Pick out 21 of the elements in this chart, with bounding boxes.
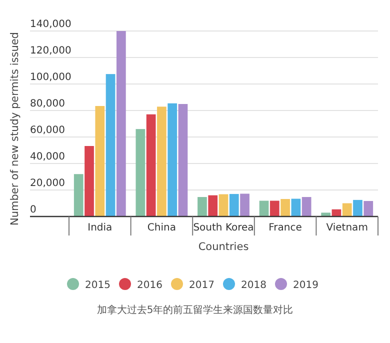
x-tick-label: Vietnam xyxy=(326,222,368,234)
x-tick-label: France xyxy=(268,222,302,234)
x-tick-label: China xyxy=(147,222,176,234)
y-tick-label: 20,000 xyxy=(30,178,65,189)
y-tick-label: 80,000 xyxy=(30,98,65,110)
y-tick-label: 0 xyxy=(30,204,36,216)
text: 加拿大过去5年的前五留学生来源国数量对比 xyxy=(96,304,294,316)
legend-label: 2016 xyxy=(137,280,162,291)
legend-label: 2019 xyxy=(293,280,318,291)
y-tick-label: 40,000 xyxy=(30,152,65,162)
y-tick-label: 140,000 xyxy=(30,19,72,30)
legend-label: 2018 xyxy=(241,280,266,291)
x-tick-label: India xyxy=(88,222,112,234)
legend-label: 2015 xyxy=(85,280,110,291)
x-tick-label: South Korea xyxy=(193,222,254,234)
y-tick-label: 60,000 xyxy=(30,125,65,136)
y-tick-label: 120,000 xyxy=(30,46,72,56)
legend-label: 2017 xyxy=(189,280,214,291)
y-axis-title: Number of new study permits issued xyxy=(9,32,21,226)
x-axis-title: Countries xyxy=(198,241,249,253)
y-tick-label: 100,000 xyxy=(30,72,72,83)
